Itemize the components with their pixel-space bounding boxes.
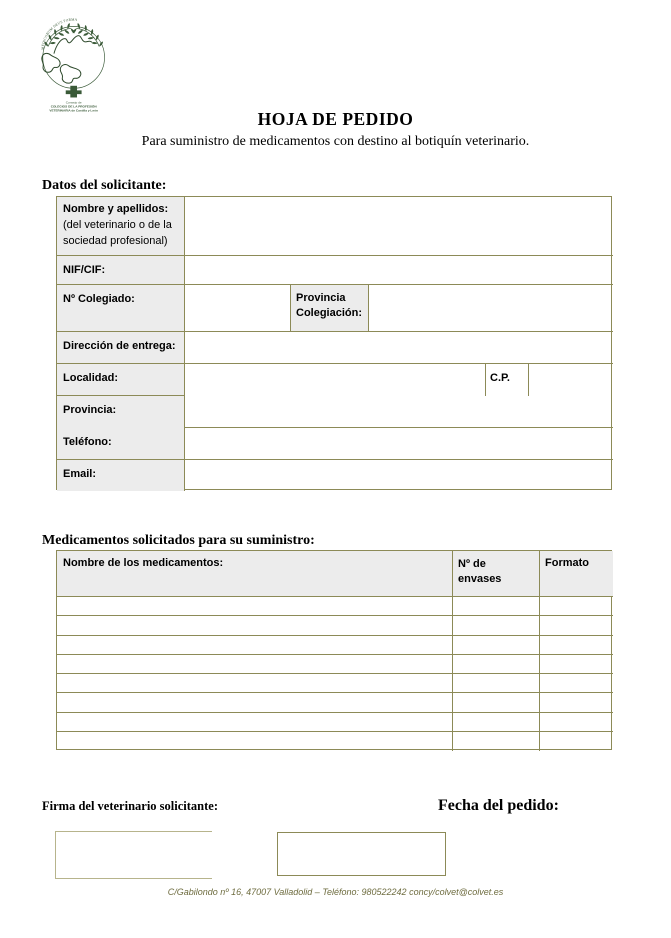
svg-text:COLEGIOS DE LA PROFESIÓN: COLEGIOS DE LA PROFESIÓN [51, 103, 98, 108]
svg-text:Consejo de: Consejo de [66, 100, 82, 104]
